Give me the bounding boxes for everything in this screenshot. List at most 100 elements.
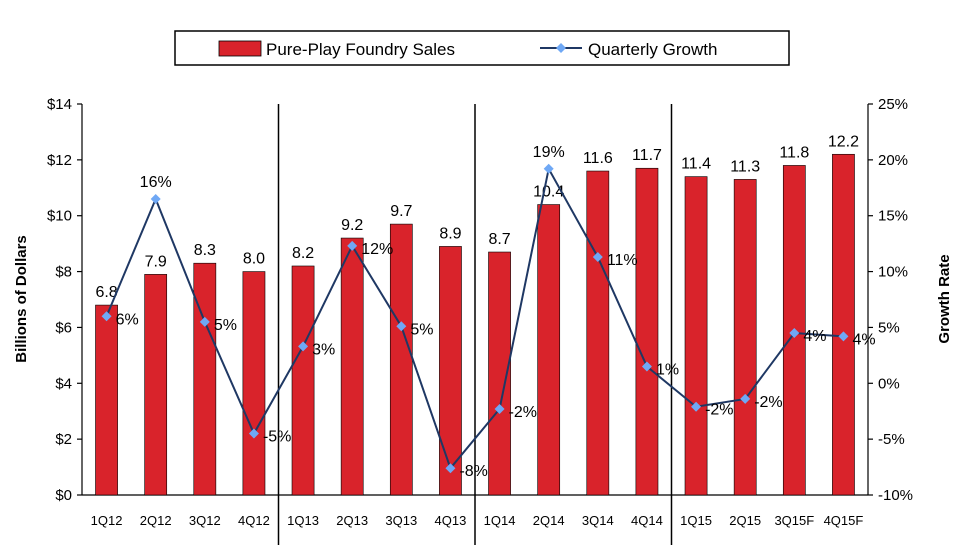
growth-value-label: -2%	[754, 394, 782, 411]
growth-value-label: 11%	[607, 252, 638, 269]
x-tick-label: 1Q13	[287, 513, 319, 528]
bar	[439, 246, 462, 496]
bar	[684, 176, 708, 496]
growth-value-label: 6%	[116, 311, 139, 328]
x-tick-label: 1Q14	[484, 513, 516, 528]
growth-marker	[298, 341, 309, 352]
growth-value-label: -2%	[509, 404, 537, 421]
x-tick-label: 4Q12	[238, 513, 270, 528]
bar-data-labels: 6.8 7.9 8.3 8.0 8.2 9.2 9.7 8.9 8.7 10.4 11.6 11.7 1…	[95, 133, 859, 301]
bar	[389, 223, 413, 496]
bar-value-label: 8.7	[488, 231, 510, 248]
bar	[193, 262, 217, 496]
bar-value-label: 11.7	[632, 147, 662, 164]
bar	[832, 153, 855, 496]
bar-value-label: 8.0	[243, 251, 265, 268]
growth-marker	[543, 163, 554, 174]
growth-value-label: 16%	[140, 174, 172, 191]
bar	[291, 265, 315, 496]
growth-value-label: -8%	[459, 463, 487, 480]
growth-marker	[789, 328, 800, 339]
bar-value-label: 8.2	[292, 245, 314, 262]
bar-value-label: 11.8	[779, 144, 809, 161]
x-tick-label: 2Q13	[336, 513, 368, 528]
right-tick-label: 0%	[878, 375, 900, 392]
legend-box	[174, 30, 790, 66]
legend: Pure-Play Foundry Sales Quarterly Growth	[174, 30, 790, 66]
right-tick-label: 5%	[878, 319, 900, 336]
growth-value-label: -2%	[705, 402, 733, 419]
x-tick-label: 2Q12	[140, 513, 172, 528]
growth-marker	[641, 361, 652, 372]
bar-value-label: 11.3	[730, 158, 760, 175]
growth-marker	[199, 316, 210, 327]
growth-marker	[494, 403, 505, 414]
right-tick-label: 20%	[878, 152, 908, 169]
bar	[635, 167, 659, 496]
growth-line-series	[101, 163, 849, 474]
right-tick-label: -10%	[878, 487, 913, 504]
right-tick-label: 15%	[878, 208, 908, 225]
x-tick-label: 3Q13	[385, 513, 417, 528]
x-axis-ticks: 1Q12 2Q12 3Q12 4Q12 1Q13 2Q13 3Q13 4Q13 1Q14 2Q14…	[91, 513, 864, 528]
bar-value-label: 7.9	[145, 253, 167, 270]
x-tick-label: 2Q14	[533, 513, 565, 528]
growth-data-labels: 6% 16% 5% -5% 3% 12% 5% -8% -2% 19% 11% 1% -2% -2% 4% 4…	[116, 144, 876, 480]
bar	[95, 304, 118, 496]
left-tick-label: $8	[55, 264, 72, 281]
bar-value-label: 6.8	[95, 284, 117, 301]
growth-value-label: 4%	[803, 328, 826, 345]
left-tick-label: $2	[55, 431, 72, 448]
right-tick-label: -5%	[878, 431, 905, 448]
bar	[340, 237, 364, 496]
growth-line	[105, 165, 844, 471]
legend-line-label: Quarterly Growth	[588, 40, 717, 59]
growth-value-label: 5%	[214, 317, 237, 334]
x-tick-label: 4Q15F	[824, 513, 864, 528]
bar-value-label: 10.4	[533, 184, 564, 201]
growth-marker	[592, 252, 603, 263]
growth-marker	[740, 393, 751, 404]
left-tick-label: $14	[47, 96, 72, 113]
growth-marker	[101, 311, 112, 322]
bar	[242, 271, 266, 496]
growth-value-label: 1%	[656, 362, 679, 379]
growth-marker	[347, 240, 358, 251]
x-tick-label: 4Q13	[435, 513, 467, 528]
legend-line-marker	[556, 43, 566, 53]
bar-series	[95, 153, 855, 496]
year-dividers	[277, 104, 673, 545]
left-tick-label: $12	[47, 152, 72, 169]
right-axis-title: Growth Rate	[936, 254, 953, 343]
left-tick-label: $10	[47, 208, 72, 225]
growth-marker	[248, 428, 259, 439]
x-tick-label: 3Q12	[189, 513, 221, 528]
growth-value-label: -5%	[263, 429, 291, 446]
growth-marker	[445, 463, 456, 474]
right-tick-label: 25%	[878, 96, 908, 113]
bar-value-label: 11.6	[583, 150, 613, 167]
growth-marker	[150, 193, 161, 204]
bar	[488, 251, 511, 496]
legend-bar-label: Pure-Play Foundry Sales	[266, 40, 455, 59]
right-axis-ticks: -10% -5% 0% 5% 10% 15% 20% 25%	[868, 96, 913, 504]
growth-value-label: 4%	[852, 331, 875, 348]
x-tick-label: 3Q15F	[774, 513, 814, 528]
left-tick-label: $0	[55, 487, 72, 504]
growth-value-label: 5%	[410, 321, 433, 338]
left-axis-ticks: $0 $2 $4 $6 $8 $10 $12 $14	[47, 96, 82, 504]
growth-value-label: 19%	[533, 144, 565, 161]
left-tick-label: $4	[55, 375, 72, 392]
growth-marker	[691, 401, 702, 412]
bar	[586, 170, 610, 496]
bar-value-label: 8.3	[194, 242, 216, 259]
left-axis-title: Billions of Dollars	[13, 235, 30, 363]
x-tick-label: 2Q15	[729, 513, 761, 528]
bar	[144, 274, 168, 496]
x-tick-label: 1Q15	[680, 513, 712, 528]
left-tick-label: $6	[55, 319, 72, 336]
growth-value-label: 12%	[361, 241, 393, 258]
x-tick-label: 3Q14	[582, 513, 614, 528]
bar-value-label: 9.7	[390, 203, 412, 220]
